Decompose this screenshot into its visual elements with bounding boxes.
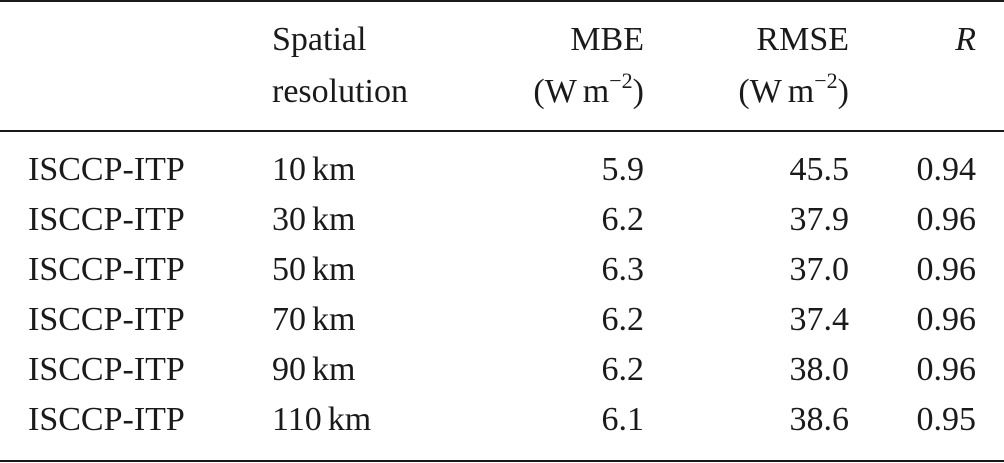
row-resolution: 30 km xyxy=(272,201,356,238)
row-name: ISCCP-ITP xyxy=(28,401,185,438)
row-r: 0.95 xyxy=(916,401,977,438)
row-name: ISCCP-ITP xyxy=(28,251,185,288)
header-mbe: MBE xyxy=(570,21,644,58)
row-mbe: 6.2 xyxy=(601,301,645,338)
row-name: ISCCP-ITP xyxy=(28,301,185,338)
header-r: R xyxy=(955,21,976,58)
header-rmse-unit: (W m−2) xyxy=(738,68,849,111)
header-resolution-line2: resolution xyxy=(272,73,408,110)
header-rmse: RMSE xyxy=(756,21,849,58)
row-name: ISCCP-ITP xyxy=(28,351,185,388)
top-rule xyxy=(0,0,1004,2)
row-name: ISCCP-ITP xyxy=(28,151,185,188)
row-r: 0.96 xyxy=(916,251,977,288)
row-rmse: 37.0 xyxy=(789,251,850,288)
row-resolution: 10 km xyxy=(272,151,356,188)
row-mbe: 5.9 xyxy=(601,151,645,188)
row-name: ISCCP-ITP xyxy=(28,201,185,238)
row-r: 0.96 xyxy=(916,301,977,338)
row-mbe: 6.3 xyxy=(601,251,645,288)
row-resolution: 90 km xyxy=(272,351,356,388)
row-mbe: 6.1 xyxy=(601,401,645,438)
row-rmse: 37.9 xyxy=(789,201,850,238)
row-r: 0.96 xyxy=(916,201,977,238)
header-mbe-unit: (W m−2) xyxy=(533,68,644,111)
row-resolution: 70 km xyxy=(272,301,356,338)
row-mbe: 6.2 xyxy=(601,201,645,238)
row-resolution: 110 km xyxy=(272,401,372,438)
row-r: 0.96 xyxy=(916,351,977,388)
row-r: 0.94 xyxy=(916,151,977,188)
row-rmse: 45.5 xyxy=(789,151,850,188)
row-rmse: 37.4 xyxy=(789,301,850,338)
bottom-rule xyxy=(0,460,1004,462)
row-rmse: 38.6 xyxy=(789,401,850,438)
row-rmse: 38.0 xyxy=(789,351,850,388)
header-rule xyxy=(0,130,1004,132)
row-resolution: 50 km xyxy=(272,251,356,288)
row-mbe: 6.2 xyxy=(601,351,645,388)
header-resolution-line1: Spatial xyxy=(272,21,367,58)
